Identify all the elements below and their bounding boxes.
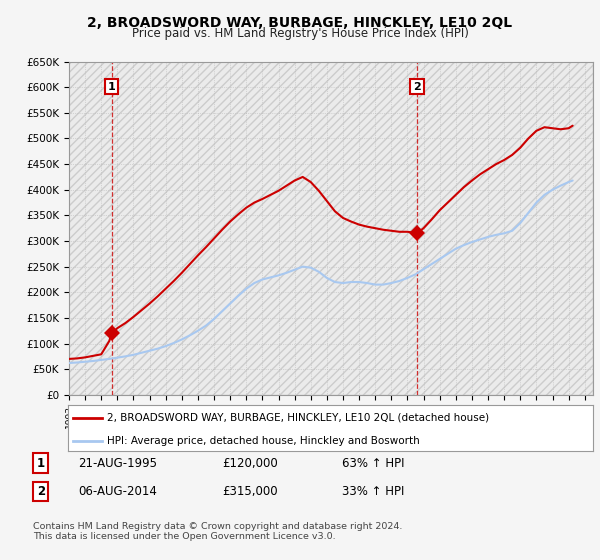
Text: HPI: Average price, detached house, Hinckley and Bosworth: HPI: Average price, detached house, Hinc… [107,436,420,446]
Text: 2: 2 [37,485,45,498]
Text: 1: 1 [37,456,45,470]
Text: Contains HM Land Registry data © Crown copyright and database right 2024.
This d: Contains HM Land Registry data © Crown c… [33,522,403,542]
Text: 63% ↑ HPI: 63% ↑ HPI [342,456,404,470]
Text: 06-AUG-2014: 06-AUG-2014 [78,485,157,498]
Text: £120,000: £120,000 [222,456,278,470]
Text: 2: 2 [413,82,421,92]
Text: 2, BROADSWORD WAY, BURBAGE, HINCKLEY, LE10 2QL (detached house): 2, BROADSWORD WAY, BURBAGE, HINCKLEY, LE… [107,413,490,423]
Text: 21-AUG-1995: 21-AUG-1995 [78,456,157,470]
Text: 1: 1 [107,82,115,92]
Text: 2, BROADSWORD WAY, BURBAGE, HINCKLEY, LE10 2QL: 2, BROADSWORD WAY, BURBAGE, HINCKLEY, LE… [88,16,512,30]
Text: £315,000: £315,000 [222,485,278,498]
Text: 33% ↑ HPI: 33% ↑ HPI [342,485,404,498]
Text: Price paid vs. HM Land Registry's House Price Index (HPI): Price paid vs. HM Land Registry's House … [131,27,469,40]
